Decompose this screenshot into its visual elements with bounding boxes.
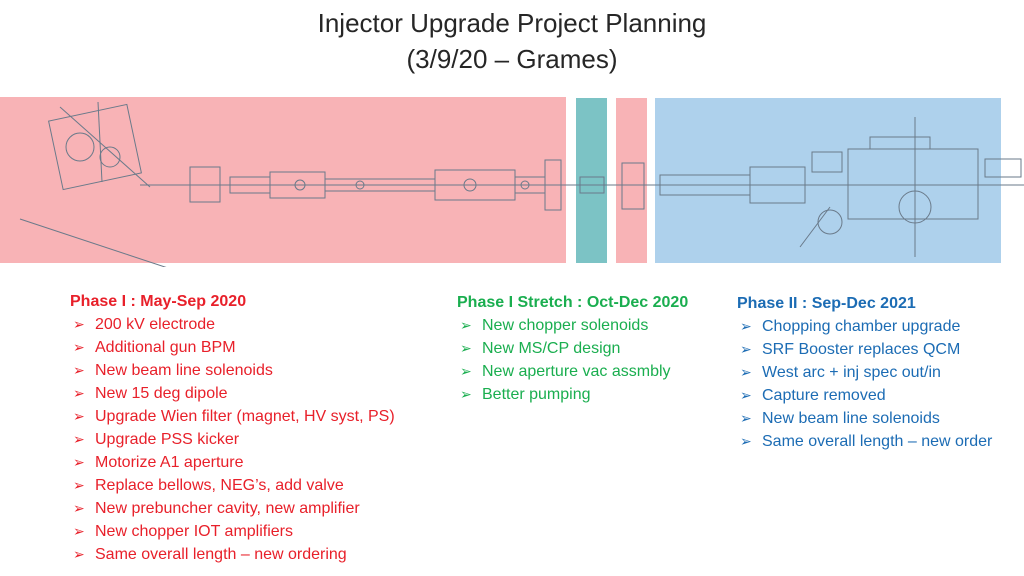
list-item: ➢ Same overall length – new order bbox=[737, 430, 992, 453]
west-arc bbox=[817, 209, 843, 235]
arrow-bullet-icon: ➢ bbox=[460, 363, 472, 379]
stretch-components bbox=[579, 162, 645, 210]
list-item: ➢ New chopper solenoids bbox=[457, 314, 688, 337]
beamline-drawing bbox=[19, 101, 1024, 267]
phase1-band bbox=[0, 97, 566, 263]
list-item: ➢ Upgrade Wien filter (magnet, HV syst, P… bbox=[70, 405, 395, 428]
arrow-bullet-icon: ➢ bbox=[73, 546, 85, 562]
list-item: ➢ SRF Booster replaces QCM bbox=[737, 338, 992, 361]
arrow-bullet-icon: ➢ bbox=[73, 316, 85, 332]
arrow-bullet-icon: ➢ bbox=[73, 454, 85, 470]
list-item: ➢ West arc + inj spec out/in bbox=[737, 361, 992, 384]
arrow-bullet-icon: ➢ bbox=[740, 433, 752, 449]
gun-chamber bbox=[48, 103, 142, 191]
gun-bpm-icon bbox=[99, 146, 121, 168]
stretch-band-2 bbox=[616, 98, 647, 263]
phase2-band bbox=[655, 98, 1001, 263]
gun-electrode-icon bbox=[65, 132, 95, 162]
phase2-column: Phase II : Sep-Dec 2021 ➢ Chopping chambe… bbox=[737, 292, 992, 453]
page-subtitle: (3/9/20 – Grames) bbox=[406, 44, 618, 74]
list-item: ➢ Replace bellows, NEG’s, add valve bbox=[70, 474, 395, 497]
phase1-column: Phase I : May-Sep 2020 ➢ 200 kV electrode… bbox=[70, 290, 395, 566]
stretch-heading: Phase I Stretch : Oct-Dec 2020 bbox=[457, 294, 689, 311]
arrow-bullet-icon: ➢ bbox=[73, 339, 85, 355]
list-item: ➢ New beam line solenoids bbox=[737, 407, 992, 430]
phase2-heading: Phase II : Sep-Dec 2021 bbox=[737, 295, 916, 312]
arrow-bullet-icon: ➢ bbox=[73, 385, 85, 401]
list-item: ➢ Upgrade PSS kicker bbox=[70, 428, 395, 451]
arrow-bullet-icon: ➢ bbox=[73, 477, 85, 493]
list-item: ➢ New MS/CP design bbox=[457, 337, 688, 360]
arrow-bullet-icon: ➢ bbox=[460, 386, 472, 402]
arrow-bullet-icon: ➢ bbox=[740, 410, 752, 426]
arrow-bullet-icon: ➢ bbox=[740, 364, 752, 380]
list-item: ➢ 200 kV electrode bbox=[70, 313, 395, 336]
list-item: ➢ New aperture vac assmbly bbox=[457, 360, 688, 383]
stretch-column: Phase I Stretch : Oct-Dec 2020 ➢ New chop… bbox=[457, 291, 688, 406]
stretch-band bbox=[576, 98, 607, 263]
srf-booster bbox=[847, 148, 979, 220]
list-item: ➢ Motorize A1 aperture bbox=[70, 451, 395, 474]
arrow-bullet-icon: ➢ bbox=[460, 340, 472, 356]
phase1-heading: Phase I : May-Sep 2020 bbox=[70, 293, 247, 310]
arrow-bullet-icon: ➢ bbox=[73, 431, 85, 447]
list-item: ➢ Same overall length – new ordering bbox=[70, 543, 395, 566]
arrow-bullet-icon: ➢ bbox=[73, 500, 85, 516]
arrow-bullet-icon: ➢ bbox=[740, 341, 752, 357]
arrow-bullet-icon: ➢ bbox=[73, 523, 85, 539]
list-item: ➢ New chopper IOT amplifiers bbox=[70, 520, 395, 543]
list-item: ➢ Additional gun BPM bbox=[70, 336, 395, 359]
list-item: ➢ Better pumping bbox=[457, 383, 688, 406]
arrow-bullet-icon: ➢ bbox=[73, 362, 85, 378]
arrow-bullet-icon: ➢ bbox=[460, 317, 472, 333]
dipole-magnet bbox=[189, 166, 221, 203]
list-item: ➢ New 15 deg dipole bbox=[70, 382, 395, 405]
arrow-bullet-icon: ➢ bbox=[740, 387, 752, 403]
arrow-bullet-icon: ➢ bbox=[740, 318, 752, 334]
list-item: ➢ New beam line solenoids bbox=[70, 359, 395, 382]
list-item: ➢ Capture removed bbox=[737, 384, 992, 407]
page-title: Injector Upgrade Project Planning bbox=[317, 8, 707, 38]
gun-beam-axis bbox=[19, 218, 167, 267]
list-item: ➢ New prebuncher cavity, new amplifier bbox=[70, 497, 395, 520]
list-item: ➢ Chopping chamber upgrade bbox=[737, 315, 992, 338]
phase1-components bbox=[229, 159, 562, 211]
arrow-bullet-icon: ➢ bbox=[73, 408, 85, 424]
phase2-components bbox=[659, 117, 1022, 257]
